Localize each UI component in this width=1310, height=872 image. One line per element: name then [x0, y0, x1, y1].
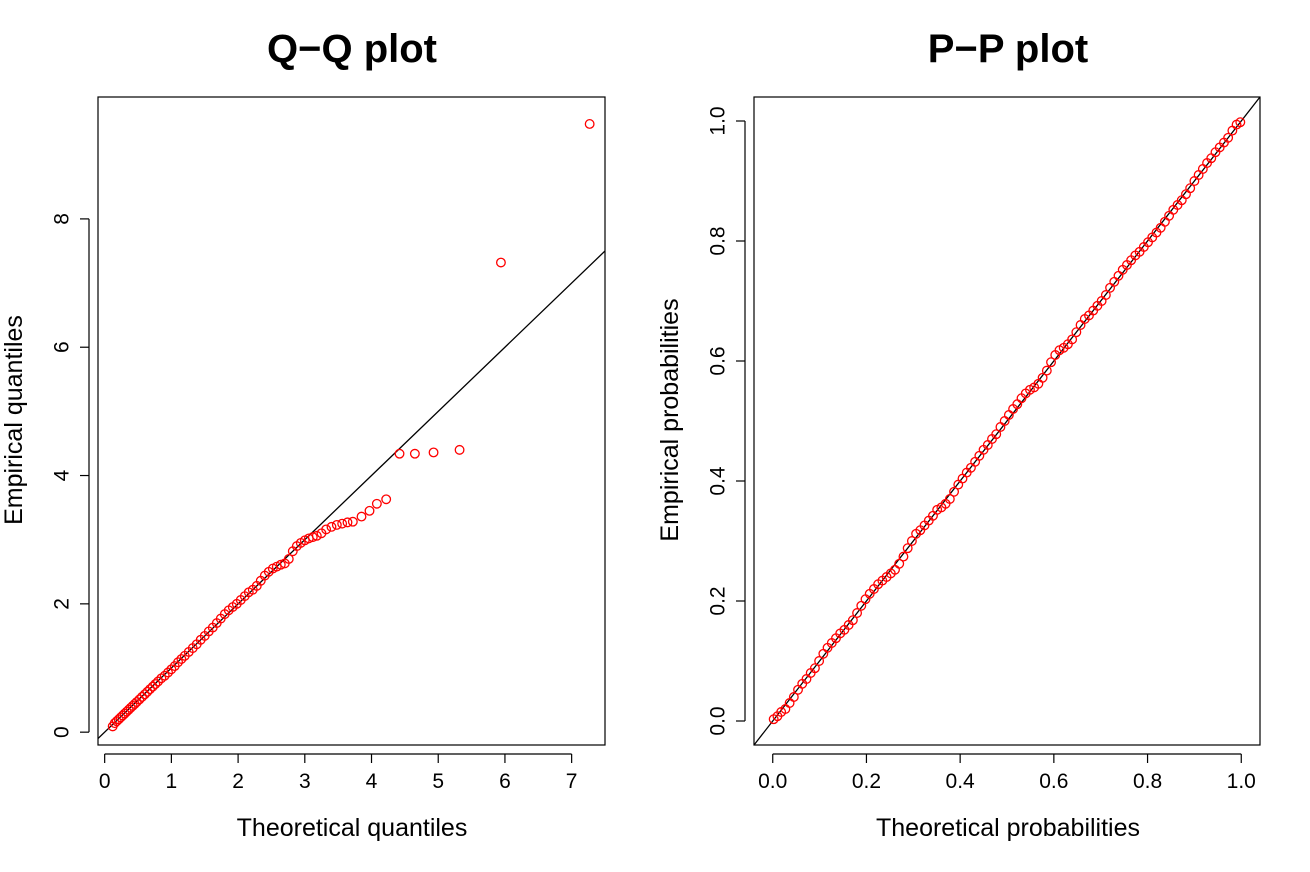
qq-data-point: [356, 511, 367, 522]
qq-x-tick-label: 4: [366, 770, 378, 793]
qq-data-point: [275, 559, 286, 570]
qq-data-point: [139, 689, 150, 700]
pp-x-tick-label: 0.8: [1133, 770, 1162, 793]
pp-data-point: [852, 608, 863, 618]
qq-plot-y-axis-label: Empirical quantiles: [0, 315, 28, 525]
qq-data-point: [147, 681, 158, 692]
qq-plot-x-axis-label: Theoretical quantiles: [237, 814, 468, 842]
qq-y-tick-label: 6: [51, 341, 74, 353]
pp-plot-title: P−P plot: [928, 27, 1088, 71]
pp-data-point: [788, 692, 799, 702]
pp-x-tick-label: 0.6: [1039, 770, 1068, 793]
qq-data-point: [321, 524, 332, 535]
pp-x-tick-label: 1.0: [1227, 770, 1256, 793]
qq-data-point: [584, 118, 595, 129]
qq-data-point: [156, 673, 167, 684]
pp-data-point: [906, 536, 917, 546]
pp-y-tick-label: 0.0: [707, 706, 730, 735]
qq-data-point: [131, 697, 142, 707]
pp-data-point: [847, 615, 858, 626]
pp-y-tick-label: 0.6: [707, 346, 730, 375]
pp-data-point: [1071, 327, 1082, 338]
qq-data-point: [166, 664, 177, 675]
qq-data-point: [326, 521, 337, 532]
qq-plot-title: Q−Q plot: [267, 27, 437, 71]
qq-x-tick-label: 7: [566, 770, 578, 793]
pp-y-tick-label: 0.2: [707, 586, 730, 615]
pp-data-point: [809, 663, 820, 674]
qq-data-point: [409, 448, 420, 459]
pp-y-tick-label: 0.8: [707, 226, 730, 255]
pp-data-point: [1235, 117, 1246, 128]
pp-data-point: [814, 656, 825, 666]
qq-data-point: [307, 532, 318, 543]
qq-plot-frame: [97, 96, 606, 746]
qq-reference-line: [98, 250, 605, 740]
qq-x-tick-label: 2: [232, 770, 244, 793]
qq-data-point: [454, 444, 465, 455]
qq-x-tick-label: 0: [99, 770, 111, 793]
qq-x-tick-label: 3: [299, 770, 311, 793]
qq-y-tick-label: 2: [51, 598, 74, 610]
qq-data-point: [381, 494, 392, 505]
pp-data-point: [991, 429, 1002, 440]
qq-data-point: [173, 657, 184, 668]
qq-data-point: [495, 257, 506, 268]
qq-y-tick-label: 0: [51, 726, 74, 738]
qq-data-point: [364, 505, 375, 516]
pp-data-point: [949, 486, 960, 497]
qq-y-tick-label: 8: [51, 213, 74, 225]
qq-data-point: [176, 654, 187, 664]
qq-data-point: [163, 667, 173, 678]
pp-y-tick-label: 1.0: [707, 106, 730, 135]
pp-data-point: [1046, 357, 1056, 368]
qq-plot-panel: Q−Q plot Theoretical quantiles Empirical…: [0, 27, 606, 842]
pp-y-tick-label: 0.4: [707, 466, 730, 496]
qq-data-point: [331, 519, 342, 530]
pp-x-tick-label: 0.0: [758, 770, 787, 793]
qq-data-point: [394, 448, 405, 459]
pp-plot-panel: P−P plot Theoretical probabilities Empir…: [656, 27, 1261, 842]
qq-x-tick-label: 6: [499, 770, 511, 793]
qq-data-point: [347, 516, 358, 527]
pp-plot-frame: [753, 96, 1261, 746]
qq-data-point: [137, 691, 147, 702]
pp-data-point: [894, 558, 905, 569]
qq-data-point: [371, 498, 382, 509]
pp-data-point: [1100, 290, 1111, 300]
pp-data-point: [944, 494, 955, 504]
pp-x-tick-label: 0.4: [946, 770, 976, 793]
pp-data-point: [898, 551, 909, 562]
pp-data-point: [1037, 372, 1048, 383]
pp-plot-x-axis-label: Theoretical probabilities: [876, 814, 1140, 842]
qq-data-point: [428, 447, 439, 458]
pp-data-point: [1223, 132, 1234, 143]
qq-y-tick-label: 4: [51, 469, 74, 481]
qq-data-point: [342, 517, 353, 528]
pp-data-point: [1067, 334, 1078, 345]
qq-data-point: [142, 686, 153, 697]
pp-data-point: [1185, 183, 1196, 194]
qq-data-point: [150, 679, 161, 689]
qq-x-tick-label: 1: [166, 770, 178, 793]
pp-data-point: [1041, 365, 1052, 376]
qq-data-point: [153, 676, 163, 687]
qq-x-tick-label: 5: [432, 770, 444, 793]
qq-data-point: [145, 684, 155, 695]
qq-data-point: [134, 694, 145, 705]
qq-data-point: [337, 518, 348, 529]
pp-x-tick-label: 0.2: [852, 770, 881, 793]
pp-data-point: [902, 543, 913, 554]
qq-data-point: [283, 553, 294, 564]
pp-plot-y-axis-label: Empirical probabilities: [656, 298, 684, 541]
qq-data-point: [159, 670, 170, 681]
qq-data-point: [311, 530, 322, 541]
